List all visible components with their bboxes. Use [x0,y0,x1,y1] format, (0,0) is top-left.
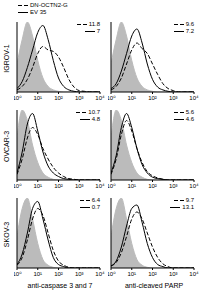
svg-text:10⁰: 10⁰ [14,95,22,101]
html-text:IGROV-1: IGROV-1 [2,44,10,73]
html-text:SKOV-3: SKOV-3 [2,221,10,248]
svg-text:10¹: 10¹ [33,271,42,277]
svg-text:10²: 10² [54,95,63,101]
svg-text:10²: 10² [148,271,157,277]
svg-text:10³: 10³ [169,271,178,277]
html-text:7: 7 [96,28,100,34]
html-text:9.6: 9.6 [185,21,194,27]
svg-text:10²: 10² [148,95,157,101]
svg-text:10³: 10³ [169,183,178,189]
html-text:OVCAR-3: OVCAR-3 [2,130,10,163]
svg-text:10¹: 10¹ [33,183,42,189]
html-text:10.7: 10.7 [88,109,100,115]
svg-text:10²: 10² [148,183,157,189]
html-text:anti-cleaved PARP: anti-cleaved PARP [124,282,184,289]
svg-text:10²: 10² [54,183,63,189]
svg-text:10⁴: 10⁴ [189,271,192,277]
svg-text:10²: 10² [54,271,63,277]
html-text:EV 35: EV 35 [30,9,47,15]
svg-text:10⁴: 10⁴ [95,95,105,101]
svg-text:10³: 10³ [75,183,84,189]
html-text:anti-caspase 3 and 7: anti-caspase 3 and 7 [27,282,93,289]
svg-text:10⁴: 10⁴ [189,95,192,101]
svg-text:10⁰: 10⁰ [14,183,22,189]
svg-text:10⁰: 10⁰ [14,271,22,277]
svg-text:10⁴: 10⁴ [189,183,192,189]
html-text:0.7: 0.7 [91,204,100,210]
svg-text:10¹: 10¹ [127,95,136,101]
html-text:DN-OCTN2-G: DN-OCTN2-G [30,2,68,8]
svg-text:10⁴: 10⁴ [95,183,105,189]
html-text:4.8: 4.8 [91,116,100,122]
svg-text:10⁰: 10⁰ [108,271,116,277]
svg-text:10¹: 10¹ [127,183,136,189]
html-text:9.7: 9.7 [185,197,194,203]
html-text:4.6: 4.6 [185,116,194,122]
html-text:5.6: 5.6 [185,109,194,115]
svg-text:10⁰: 10⁰ [108,95,116,101]
html-text:13.1: 13.1 [182,204,194,210]
svg-text:10¹: 10¹ [127,271,136,277]
html-text:11.8: 11.8 [88,21,100,27]
svg-text:10³: 10³ [169,95,178,101]
svg-text:10⁰: 10⁰ [108,183,116,189]
svg-text:10³: 10³ [75,95,84,101]
html-text:6.4: 6.4 [91,197,100,203]
html-text:7.2: 7.2 [185,28,194,34]
svg-text:10¹: 10¹ [33,95,42,101]
svg-text:10⁴: 10⁴ [95,271,105,277]
svg-text:10³: 10³ [75,271,84,277]
